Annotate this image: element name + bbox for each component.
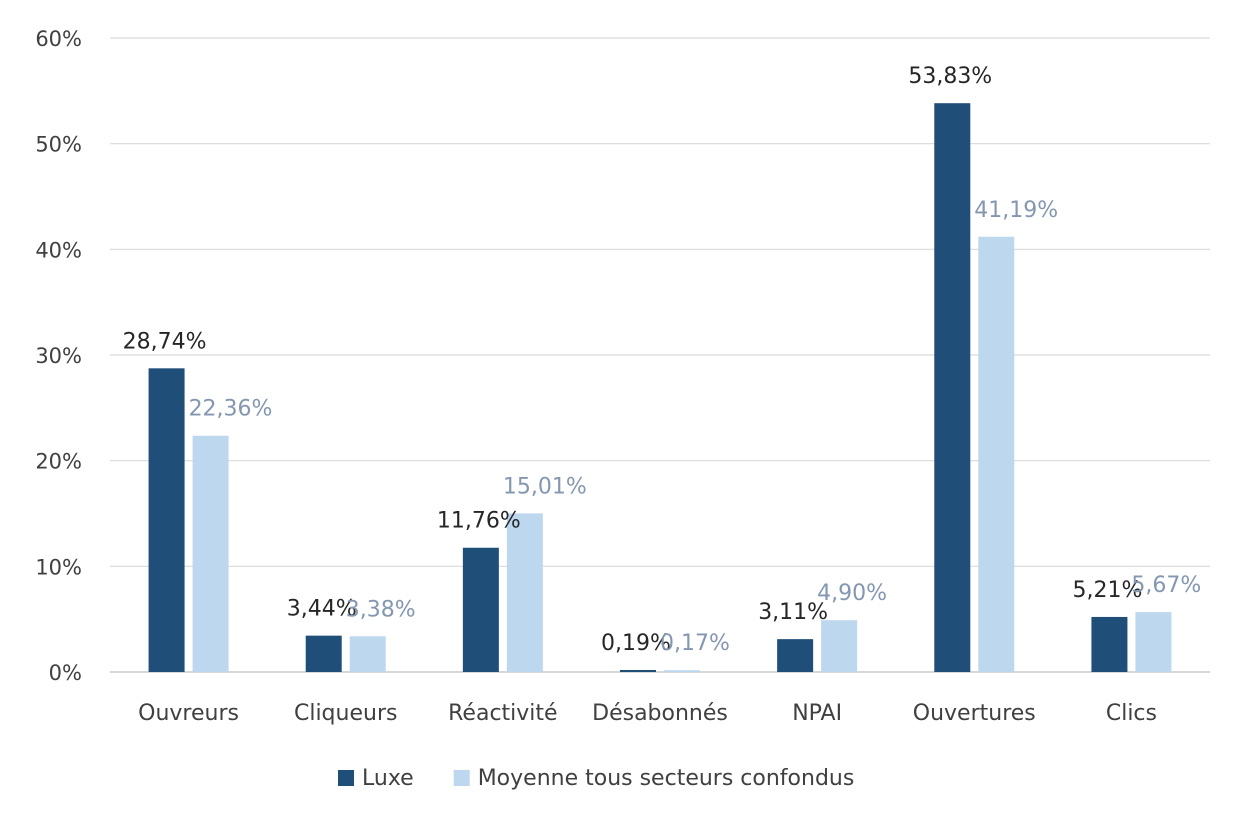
bar-luxe	[305, 635, 342, 672]
bar-luxe	[462, 547, 499, 672]
data-label: 3,11%	[758, 600, 828, 625]
category-label: Clics	[1106, 701, 1157, 726]
category-label: Cliqueurs	[294, 701, 397, 726]
bar-moyenne	[664, 670, 700, 672]
bar-luxe	[1091, 616, 1128, 672]
data-label: 28,74%	[123, 329, 207, 354]
legend: Luxe Moyenne tous secteurs confondus	[338, 766, 854, 791]
data-label: 11,76%	[437, 509, 521, 534]
bar-luxe	[148, 368, 185, 672]
y-tick-label: 60%	[35, 27, 82, 51]
category-label: Désabonnés	[592, 701, 728, 726]
legend-label: Luxe	[362, 766, 414, 791]
bar-moyenne	[978, 236, 1015, 672]
y-tick-label: 50%	[35, 133, 82, 157]
data-label: 4,90%	[817, 581, 887, 606]
bars	[148, 103, 1172, 672]
data-label: 0,17%	[660, 631, 730, 656]
category-label: Réactivité	[448, 701, 557, 726]
y-tick-label: 10%	[35, 555, 82, 579]
data-label: 22,36%	[189, 397, 273, 422]
data-label: 3,38%	[346, 597, 416, 622]
data-label: 41,19%	[974, 198, 1058, 223]
grid-lines	[110, 37, 1210, 673]
legend-label: Moyenne tous secteurs confondus	[478, 766, 855, 791]
bar-moyenne	[349, 636, 386, 672]
data-label: 3,44%	[287, 597, 357, 622]
data-label: 5,21%	[1072, 578, 1142, 603]
bar-moyenne	[506, 513, 543, 672]
bar-moyenne	[821, 620, 858, 672]
bar-moyenne	[192, 435, 229, 672]
data-label: 53,83%	[908, 64, 992, 89]
data-label: 0,19%	[601, 631, 671, 656]
category-label: Ouvertures	[913, 701, 1036, 726]
bar-luxe	[777, 639, 814, 672]
data-labels: 28,74% 22,36% 3,44%3,38% 11,76% 15,01% 0,19%0…	[123, 64, 1202, 656]
y-axis: 0% 10% 20% 30% 40% 50% 60%	[35, 27, 82, 685]
category-label: NPAI	[792, 701, 842, 726]
y-tick-label: 0%	[49, 661, 82, 685]
data-label: 15,01%	[503, 474, 587, 499]
y-tick-label: 30%	[35, 344, 82, 368]
bar-luxe	[620, 669, 656, 672]
category-label: Ouvreurs	[138, 701, 239, 726]
y-tick-label: 20%	[35, 450, 82, 474]
x-axis: Ouvreurs Cliqueurs Réactivité Désabonnés NPA…	[138, 701, 1157, 726]
y-tick-label: 40%	[35, 238, 82, 262]
legend-swatch	[453, 770, 470, 786]
data-label: 5,67%	[1131, 573, 1201, 598]
legend-swatch	[338, 770, 354, 786]
bar-luxe	[934, 103, 971, 672]
bar-moyenne	[1135, 612, 1172, 672]
